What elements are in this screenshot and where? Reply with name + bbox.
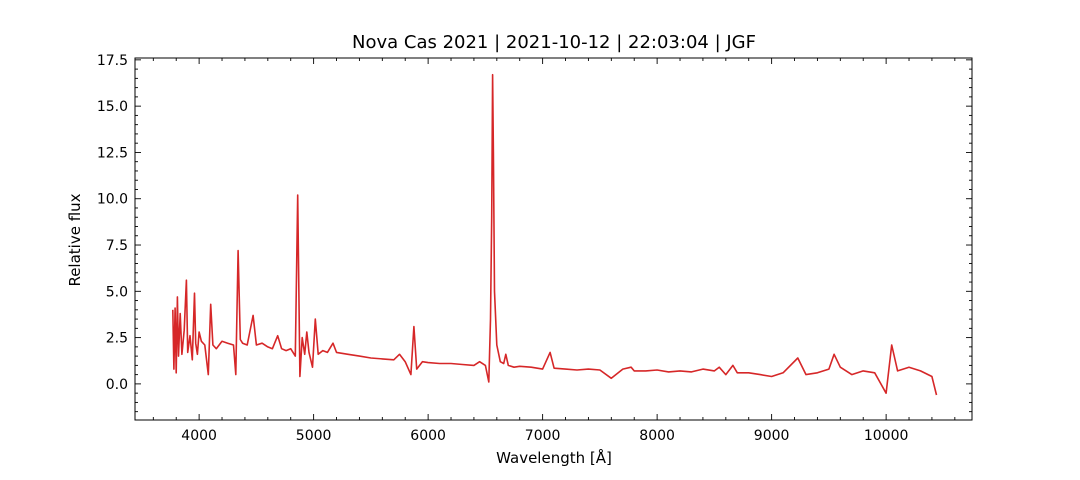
y-axis-label: Relative flux	[66, 193, 84, 286]
y-tick-label: 10.0	[97, 192, 128, 208]
y-tick-label: 5.0	[106, 284, 128, 300]
x-tick-label: 9000	[754, 428, 790, 444]
axis-tick-labels: 4000 5000 6000 7000 8000 9000 10000 0.0 2.5 5.0 7.…	[97, 53, 909, 444]
x-axis-label: Wavelength [Å]	[496, 448, 612, 467]
spectrum-series-line	[172, 73, 938, 396]
x-tick-label: 8000	[639, 428, 675, 444]
x-tick-label: 7000	[525, 428, 561, 444]
y-tick-label: 15.0	[97, 99, 128, 115]
y-tick-label: 17.5	[97, 53, 128, 69]
x-tick-label: 4000	[181, 428, 217, 444]
plot-frame	[134, 57, 973, 421]
x-tick-label: 6000	[410, 428, 446, 444]
y-tick-label: 12.5	[97, 145, 128, 161]
y-tick-label: 2.5	[106, 331, 128, 347]
y-tick-label: 0.0	[106, 377, 128, 393]
y-tick-label: 7.5	[106, 238, 128, 254]
x-tick-label: 5000	[296, 428, 332, 444]
x-tick-label: 10000	[864, 428, 909, 444]
chart-title: Nova Cas 2021 | 2021-10-12 | 22:03:04 | …	[352, 32, 756, 53]
